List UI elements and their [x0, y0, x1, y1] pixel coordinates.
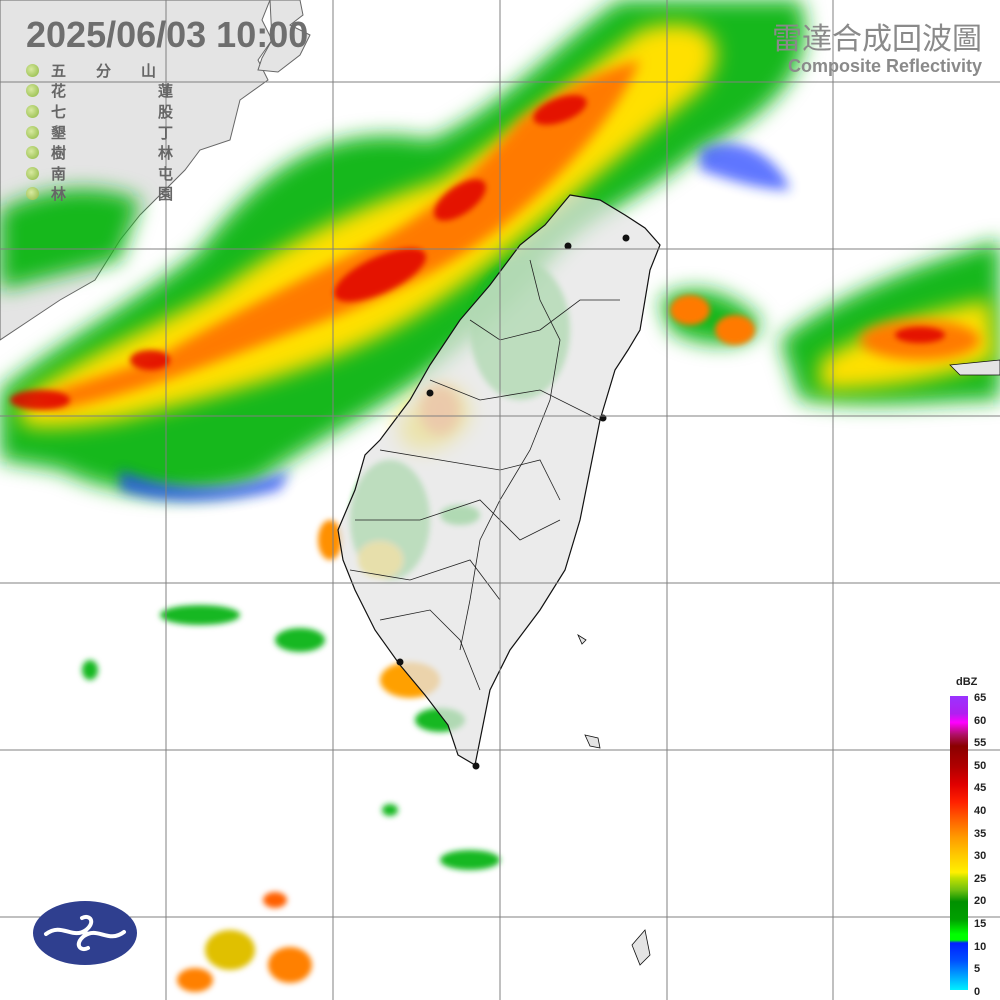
station-item: 林園: [26, 184, 265, 205]
station-dot-icon: [26, 166, 39, 180]
legend-color-bar: [950, 696, 968, 990]
county-borders: [349, 259, 620, 691]
legend-tick-label: 50: [974, 759, 987, 772]
station-dot-icon: [26, 63, 39, 77]
legend-tick-label: 20: [974, 895, 987, 908]
legend-tick-label: 30: [974, 850, 987, 863]
product-title: 雷達合成回波圖 Composite Reflectivity: [772, 14, 982, 77]
station-dot-icon: [26, 146, 39, 160]
station-item: 五分山: [26, 60, 265, 81]
legend-tick-label: 35: [974, 827, 987, 840]
timestamp: 2025/06/03 10:00: [26, 14, 309, 55]
legend-tick-label: 5: [974, 963, 981, 976]
legend-tick-label: 45: [974, 782, 987, 795]
product-title-zh: 雷達合成回波圖: [772, 22, 982, 57]
legend-tick-label: 25: [974, 872, 987, 885]
station-item: 樹林: [26, 142, 265, 163]
legend-tick-label: 55: [974, 737, 987, 750]
product-title-en: Composite Reflectivity: [787, 56, 982, 76]
legend-tick-label: 40: [974, 805, 987, 817]
cwa-logo-icon: [33, 901, 137, 965]
legend-unit: dBZ: [956, 676, 978, 688]
station-dot-icon: [26, 187, 39, 201]
station-dot-icon: [26, 104, 39, 118]
station-dot-icon: [26, 84, 39, 98]
china-peninsula: [257, 0, 311, 73]
station-item: 七股: [26, 101, 265, 122]
small-islands: [577, 359, 1000, 966]
station-dot-icon: [26, 125, 39, 139]
legend-tick-label: 10: [974, 940, 987, 953]
station-item: 花蓮: [26, 81, 265, 102]
legend-tick-label: 65: [974, 692, 987, 704]
station-item: 南屯: [26, 163, 265, 184]
legend-tick-label: 15: [974, 918, 987, 930]
legend-tick-label: 60: [974, 714, 987, 727]
station-item: 墾丁: [26, 122, 265, 143]
dbz-legend: dBZ 65 60 55 50 45 40 35 30 25 20 15 10 5 0: [948, 676, 998, 998]
station-list: 五分山 花蓮 七股 墾丁 樹林 南屯 林園: [26, 60, 265, 204]
legend-tick-label: 0: [974, 985, 981, 998]
